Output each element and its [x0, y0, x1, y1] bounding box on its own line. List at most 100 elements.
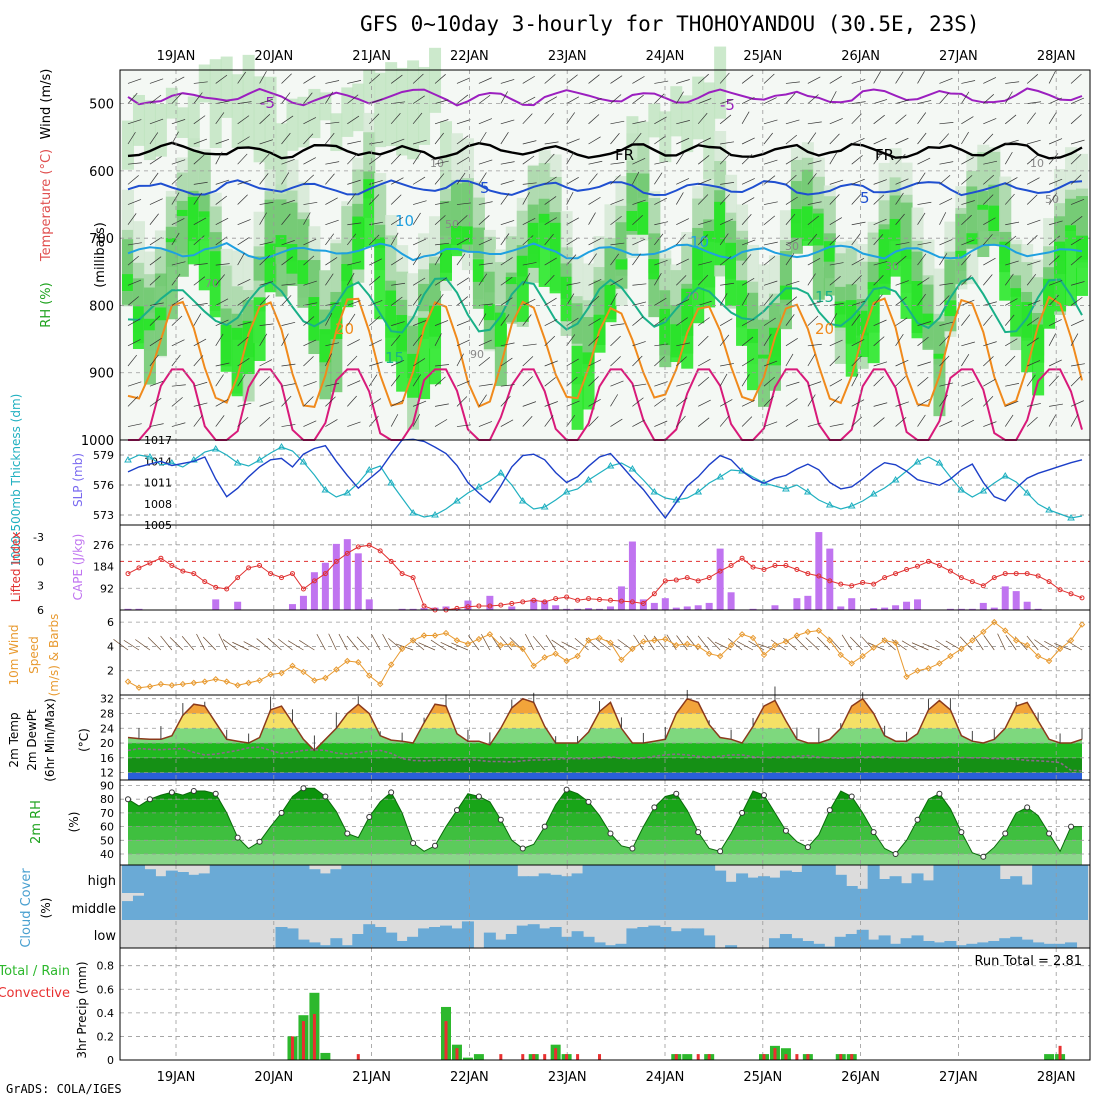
- lifted-index-marker: [465, 604, 471, 610]
- rh-shade-cell: [440, 243, 452, 281]
- rh-band: [128, 854, 1082, 865]
- precip-rain-bar: [795, 1054, 799, 1060]
- wind-barb: [303, 280, 317, 286]
- thickness-marker: [431, 511, 439, 518]
- wind-barb: [917, 157, 931, 165]
- wind-barb: [588, 318, 601, 326]
- wind-barb: [259, 295, 270, 306]
- cloud-cover-bar: [264, 893, 277, 920]
- rh-tick: 80: [100, 793, 114, 806]
- wind-barb: [917, 201, 932, 205]
- wind-barb: [566, 96, 580, 104]
- surface-wind-barb: [418, 642, 436, 651]
- wind-barb: [1070, 114, 1082, 125]
- thickness-marker: [694, 488, 703, 495]
- wind-barb: [851, 101, 866, 104]
- rh-shade-cell: [220, 324, 233, 372]
- lifted-index-marker: [618, 598, 624, 604]
- cape-bar: [881, 607, 889, 610]
- wind-barb: [917, 112, 927, 125]
- surface-wind-barb: [676, 635, 688, 651]
- cape-bar: [892, 605, 900, 610]
- rh-shade-cell: [198, 194, 211, 217]
- wind-speed-marker: [289, 662, 296, 670]
- cloud-cover-bar: [275, 927, 288, 948]
- rh-marker: [410, 840, 417, 847]
- wind-barb: [149, 337, 162, 347]
- wind-barb: [829, 423, 844, 427]
- ylabel-rh: RH (%): [39, 282, 54, 327]
- wind-barb: [1026, 374, 1036, 387]
- cape-bar: [628, 541, 636, 610]
- wind-barb: [588, 398, 601, 407]
- wind-barb: [895, 401, 909, 407]
- precip-rain-bar: [1058, 1045, 1062, 1060]
- wind-barb: [763, 159, 778, 165]
- wind-barb: [961, 116, 974, 125]
- rh-marker: [739, 809, 746, 816]
- wind-barb: [369, 155, 381, 165]
- wind-barb: [1027, 101, 1042, 104]
- wind-barb: [654, 356, 665, 367]
- isotherm-label: -5: [720, 96, 735, 114]
- thickness-marker: [891, 476, 900, 483]
- surface-wind-barb: [278, 638, 293, 651]
- rh-marker: [388, 789, 395, 796]
- lifted-index-marker: [827, 578, 833, 584]
- cloud-cover-bar: [396, 893, 409, 920]
- wind-barb: [1005, 221, 1020, 226]
- lifted-index-marker: [421, 603, 427, 609]
- rh-marker: [563, 786, 570, 793]
- cloud-cover-bar: [670, 865, 683, 893]
- wind-barb: [741, 254, 752, 266]
- wind-barb: [434, 119, 449, 125]
- wind-speed-marker: [311, 677, 318, 684]
- lifted-index-marker: [882, 575, 888, 581]
- thickness-tick: 576: [93, 479, 114, 492]
- rh-shade-cell: [900, 202, 913, 260]
- cloud-cover-bar: [1054, 893, 1067, 920]
- thickness-marker: [562, 488, 571, 495]
- wind-speed-marker: [881, 637, 888, 644]
- surface-wind-barb: [728, 638, 743, 651]
- wind-barb: [829, 395, 840, 407]
- surface-wind-barb: [714, 641, 732, 651]
- wind-barb: [434, 201, 449, 205]
- cloud-cover-bar: [176, 872, 189, 893]
- wind-speed-marker: [420, 632, 428, 639]
- wind-barb: [303, 381, 317, 387]
- wind-barb: [478, 215, 490, 225]
- ylabel-millibars: (millibars): [93, 222, 108, 288]
- wind-barb: [500, 161, 515, 165]
- wind-barb: [851, 113, 862, 125]
- rh-marker: [826, 807, 833, 814]
- wind-barb: [412, 73, 424, 84]
- wind-barb: [566, 400, 580, 407]
- wind-speed-marker: [826, 637, 834, 644]
- wind-barb: [434, 132, 444, 145]
- cloud-cover-bar: [725, 881, 738, 893]
- wind-barb: [785, 134, 798, 145]
- rh-shade-cell: [812, 213, 825, 246]
- surface-wind-barb: [1005, 635, 1017, 651]
- wind-speed-marker: [322, 674, 329, 682]
- wind-speed-marker: [212, 676, 219, 683]
- cloud-cover-bar: [429, 893, 442, 920]
- cloud-cover-bar: [516, 893, 529, 920]
- date-label-top: 20JAN: [254, 49, 293, 64]
- wind-barb: [478, 131, 487, 145]
- thickness-line: [127, 446, 1083, 519]
- rh-marker: [1068, 823, 1075, 830]
- isotherm-FR: [127, 141, 1083, 160]
- cloud-cover-bar: [955, 945, 968, 948]
- wind-barb: [500, 342, 515, 347]
- wind-barb: [873, 194, 885, 205]
- surface-wind-barb: [748, 640, 765, 651]
- wind-barb: [697, 234, 708, 246]
- ylabel-rh-unit: (%): [67, 812, 81, 833]
- wind-barb: [895, 280, 909, 286]
- wind-barb: [895, 99, 910, 104]
- wind-barb: [610, 75, 623, 84]
- wind-barb: [1027, 403, 1041, 407]
- wind-tick: 2: [107, 665, 114, 678]
